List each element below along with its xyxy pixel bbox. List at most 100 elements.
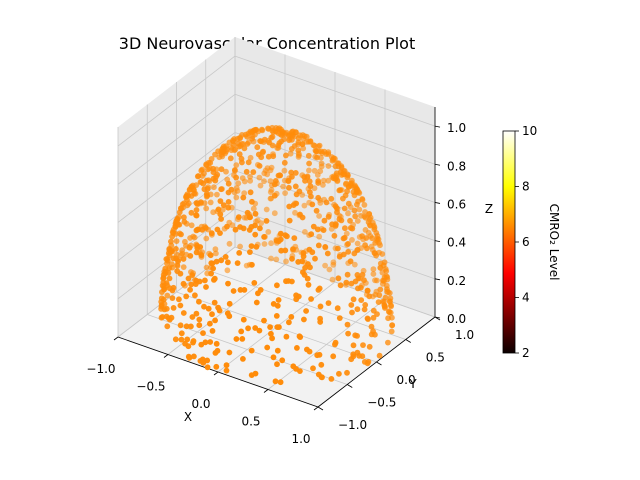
scatter-point (330, 259, 337, 266)
scatter-point (316, 142, 323, 149)
scatter-point (314, 154, 320, 161)
scatter-point (267, 324, 273, 330)
z-tick-label: 0.2 (447, 274, 466, 288)
scatter-point (244, 141, 251, 147)
scatter-point (163, 280, 170, 286)
scatter-point (222, 254, 229, 260)
scatter-point (180, 256, 187, 262)
scatter-point (200, 330, 206, 336)
scatter-point (249, 135, 256, 142)
scatter-point (362, 302, 369, 308)
scatter-point (320, 182, 326, 188)
scatter-point (343, 180, 349, 187)
scatter-point (177, 270, 184, 277)
scatter-point (253, 243, 260, 250)
scatter-point (289, 255, 295, 262)
scatter-point (318, 148, 325, 155)
scatter-point (169, 295, 176, 301)
scatter-point (181, 214, 187, 221)
scatter-point (347, 225, 354, 231)
scatter-point (168, 238, 174, 245)
scatter-point (294, 345, 300, 351)
scatter-point (199, 166, 206, 173)
scatter-point (283, 278, 289, 285)
scatter-point (239, 336, 246, 342)
scatter-point (232, 167, 238, 173)
scatter-point (330, 353, 337, 360)
scatter-point (233, 336, 240, 342)
scatter-point (251, 280, 258, 286)
scatter-point (160, 296, 167, 303)
scatter-point (325, 163, 332, 169)
scatter-point (313, 148, 319, 155)
y-tick-mark (347, 384, 353, 388)
scatter-point (208, 270, 215, 277)
scatter-point (348, 356, 355, 363)
scatter-point (377, 260, 384, 267)
scatter-point (370, 271, 377, 277)
scatter-point (368, 331, 375, 338)
z-tick-label: 0.6 (447, 197, 466, 211)
scatter-point (260, 148, 266, 155)
scatter-point (268, 330, 274, 337)
scatter-point (218, 216, 225, 222)
scatter-point (193, 310, 200, 317)
scatter-point (184, 197, 190, 203)
scatter-point (193, 207, 200, 213)
scatter-point (196, 298, 202, 305)
scatter-point (179, 247, 186, 254)
scatter-point (245, 159, 252, 166)
gridline-z-left (117, 132, 236, 223)
scatter-point (191, 190, 198, 197)
scatter-point (264, 344, 271, 351)
scatter-point (274, 347, 281, 354)
scatter-point (364, 315, 371, 322)
scatter-point (343, 279, 350, 286)
scatter-point (292, 209, 298, 216)
scatter-point (331, 232, 338, 239)
scatter-point (271, 210, 278, 217)
scatter-point (183, 323, 190, 330)
scatter-point (290, 363, 297, 370)
scatter-point (368, 323, 375, 330)
scatter-point (371, 226, 378, 233)
scatter-point (189, 272, 196, 278)
scatter-point (362, 214, 369, 221)
scatter-point (338, 172, 345, 178)
scatter-point (214, 191, 220, 198)
scatter-point (278, 131, 284, 138)
scatter-point (218, 166, 225, 173)
scatter-point (236, 250, 243, 256)
scatter-point (354, 240, 361, 247)
scatter-point (196, 278, 203, 285)
scatter-point (247, 154, 254, 161)
scatter-point (211, 184, 217, 191)
scatter-point (311, 167, 318, 174)
scatter-point (163, 305, 170, 312)
scatter-point (336, 315, 343, 321)
scatter-point (239, 159, 245, 166)
scatter-point (273, 313, 280, 319)
scatter-point (307, 264, 313, 271)
x-tick-mark (313, 406, 319, 411)
scatter-point (204, 357, 211, 364)
scatter-point (203, 284, 209, 290)
scatter-point (302, 177, 308, 184)
scatter-point (188, 323, 194, 330)
scatter-point (325, 213, 332, 220)
scatter-point (188, 281, 195, 288)
scatter-point (281, 159, 288, 166)
scatter-point (207, 339, 214, 345)
scatter-point (269, 335, 275, 342)
scatter-point (370, 266, 377, 273)
x-tick-mark (213, 371, 219, 376)
scatter-point (204, 364, 211, 371)
scatter-point (289, 173, 295, 180)
scatter-point (250, 205, 257, 212)
scatter-point (277, 230, 284, 237)
colorbar: 2 4 6 8 10 CMRO₂ Level (502, 124, 561, 360)
gridline-z-left (117, 93, 236, 185)
scatter-point (293, 296, 300, 303)
scatter-point (197, 244, 204, 250)
scatter-point (332, 163, 339, 170)
